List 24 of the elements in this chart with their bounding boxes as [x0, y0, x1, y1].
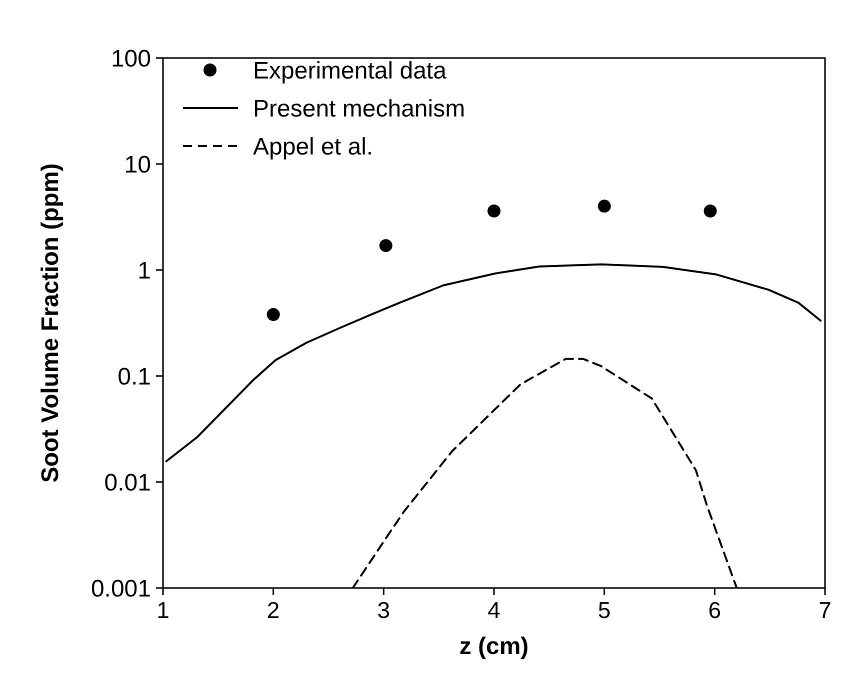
- x-axis-title: z (cm): [459, 633, 529, 660]
- x-tick-label: 2: [266, 597, 280, 623]
- x-tick-label: 7: [818, 597, 832, 623]
- y-tick-label: 0.001: [90, 575, 151, 602]
- x-tick-label: 1: [156, 597, 170, 623]
- x-tick-label: 3: [377, 597, 390, 623]
- point: [379, 239, 392, 252]
- x-tick-label: 5: [598, 597, 611, 623]
- line-series: [165, 263, 822, 462]
- legend-label: Experimental data: [253, 57, 448, 84]
- y-tick-label: 100: [110, 45, 151, 72]
- y-axis-title: Soot Volume Fraction (ppm): [37, 163, 64, 483]
- point: [598, 200, 611, 213]
- point: [266, 308, 280, 322]
- x-tick-label: 6: [708, 597, 722, 623]
- legend-label: Present mechanism: [253, 95, 466, 122]
- point: [488, 204, 500, 218]
- y-tick-label: 1: [138, 257, 151, 284]
- y-tick-label: 0.01: [104, 469, 151, 496]
- y-tick-label: 10: [124, 151, 151, 178]
- x-tick-label: 4: [488, 597, 501, 623]
- legend-label: Appel et al.: [253, 133, 374, 160]
- y-tick-label: 0.1: [118, 363, 151, 390]
- point: [704, 204, 717, 218]
